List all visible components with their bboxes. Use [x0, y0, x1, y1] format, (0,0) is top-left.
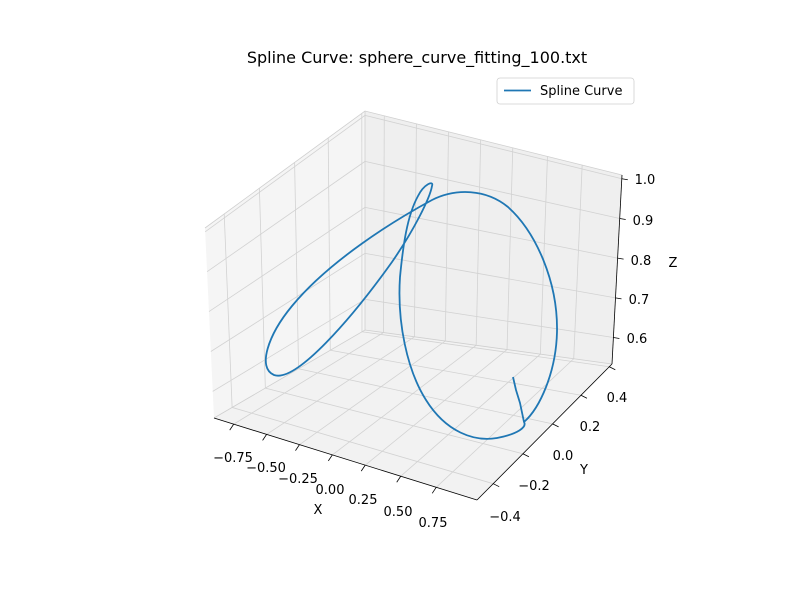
z-tick-label: 0.6 — [627, 332, 648, 347]
y-gridline — [232, 407, 494, 485]
y-axis-line — [476, 363, 613, 501]
y-tick-mark — [522, 453, 530, 458]
x-tick-label: 0.50 — [384, 505, 413, 520]
y-gridline — [327, 137, 331, 351]
z-tick-mark — [613, 337, 620, 339]
y-gridline — [294, 162, 299, 369]
x-gridline — [444, 131, 449, 342]
z-tick-labels: 0.6 0.7 0.8 0.9 1.0 — [627, 173, 656, 347]
y-tick-mark — [493, 483, 500, 488]
z-gridline — [206, 161, 366, 273]
y-tick-label: 0.2 — [580, 420, 601, 435]
x-gridline — [233, 332, 384, 425]
pane-edges — [204, 110, 623, 419]
y-gridline — [223, 213, 233, 408]
left-pane — [205, 111, 365, 418]
x-gridline — [539, 156, 548, 355]
legend: Spline Curve — [496, 77, 635, 105]
x-tick-mark — [229, 423, 235, 431]
y-gridline — [259, 188, 266, 389]
z-tick-mark — [617, 257, 624, 260]
y-tick-mark — [609, 366, 616, 371]
x-gridline — [364, 349, 508, 466]
y-gridline — [330, 349, 582, 396]
axis-ticks — [229, 178, 628, 494]
back-pane — [365, 111, 622, 364]
y-tick-label: 0.4 — [607, 391, 628, 406]
z-gridline — [208, 207, 366, 312]
z-tick-mark — [615, 297, 622, 300]
z-tick-label: 0.9 — [633, 214, 654, 229]
x-gridline — [383, 115, 385, 333]
z-axis-line — [611, 174, 623, 365]
x-axis-label: X — [314, 503, 323, 518]
x-gridline — [332, 344, 477, 456]
z-tick-label: 0.7 — [629, 293, 650, 308]
legend-entry-label: Spline Curve — [540, 84, 622, 99]
z-gridline — [364, 298, 614, 338]
x-tick-mark — [262, 434, 267, 441]
z-tick-label: 1.0 — [635, 173, 656, 188]
z-axis-label: Z — [669, 256, 678, 271]
x-tick-labels: −0.75 −0.50 −0.25 0.00 0.25 0.50 0.75 — [213, 451, 447, 531]
x-tick-label: −0.75 — [213, 451, 253, 466]
x-gridline — [506, 147, 514, 350]
z-gridline — [212, 298, 366, 392]
x-gridline — [400, 353, 541, 477]
y-tick-mark — [552, 423, 559, 428]
z-tick-mark — [621, 178, 628, 181]
z-tick-mark — [619, 218, 626, 220]
y-gridline — [265, 387, 523, 455]
x-gridline — [414, 123, 417, 337]
legend-frame — [496, 77, 635, 105]
x-gridline — [266, 336, 415, 435]
spline-curve-series — [264, 182, 558, 440]
y-tick-labels: −0.4 −0.2 0.0 0.2 0.4 — [489, 391, 627, 525]
y-gridline — [298, 368, 553, 425]
z-gridline — [364, 206, 618, 259]
x-tick-mark — [360, 464, 366, 472]
x-tick-label: 0.25 — [349, 493, 378, 508]
y-tick-mark — [580, 394, 588, 399]
x-tick-label: 0.75 — [419, 516, 448, 531]
x-tick-mark — [396, 475, 402, 483]
z-gridline — [364, 252, 616, 299]
y-tick-label: 0.0 — [553, 449, 574, 464]
z-gridline — [364, 114, 622, 180]
floor-pane — [214, 330, 612, 500]
chart-title: Spline Curve: sphere_curve_fitting_100.t… — [247, 48, 587, 68]
y-tick-label: −0.2 — [518, 479, 550, 494]
x-tick-label: −0.50 — [246, 461, 286, 476]
axis-lines — [213, 174, 623, 501]
x-axis-line — [213, 417, 478, 501]
z-tick-label: 0.8 — [631, 254, 652, 269]
x-tick-mark — [328, 454, 333, 462]
x-gridline — [435, 358, 574, 488]
z-gridline — [210, 253, 366, 352]
x-gridline — [475, 139, 482, 346]
x-gridline — [573, 165, 583, 359]
y-tick-label: −0.4 — [489, 510, 521, 525]
x-tick-mark — [295, 444, 300, 451]
y-axis-label: Y — [579, 463, 588, 478]
x-gridline — [299, 340, 446, 445]
x-tick-mark — [431, 487, 437, 494]
x-tick-label: −0.25 — [278, 472, 318, 487]
z-gridline — [204, 115, 366, 233]
grid-lines — [204, 113, 622, 488]
x-tick-label: 0.00 — [316, 483, 345, 498]
z-gridline — [364, 160, 620, 219]
